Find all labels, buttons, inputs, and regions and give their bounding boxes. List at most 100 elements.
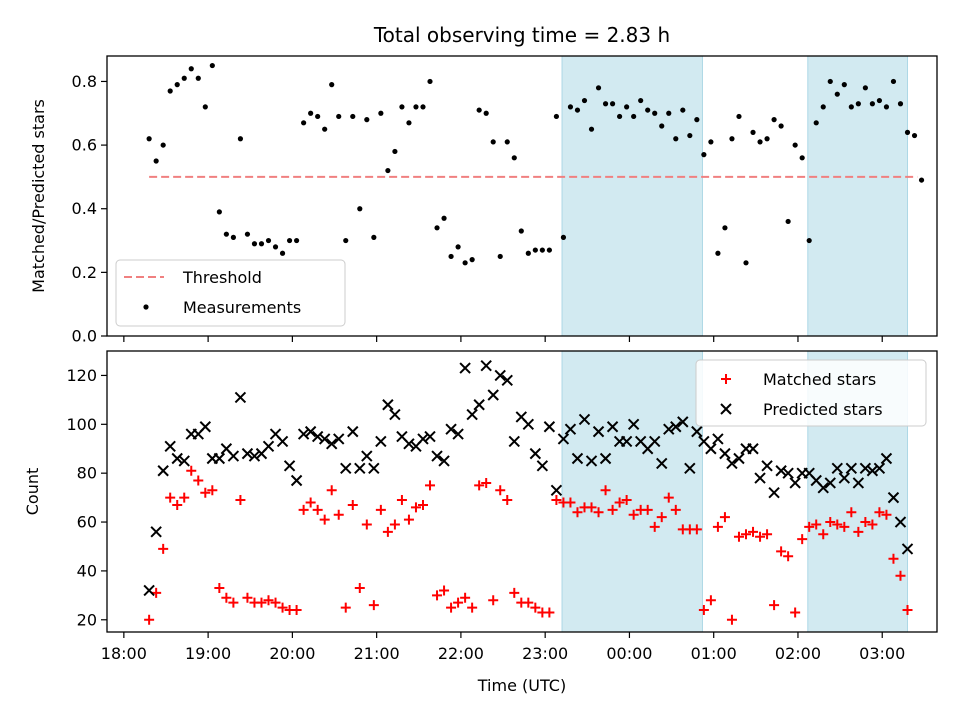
data-point bbox=[543, 421, 556, 433]
data-point bbox=[304, 425, 317, 438]
data-point bbox=[144, 614, 155, 625]
data-point bbox=[778, 123, 784, 129]
data-point bbox=[881, 509, 892, 520]
data-point bbox=[761, 460, 773, 472]
y-tick-label: 40 bbox=[77, 561, 97, 580]
data-point bbox=[572, 507, 583, 518]
data-point bbox=[867, 519, 878, 530]
data-point bbox=[782, 467, 794, 479]
data-point bbox=[726, 457, 738, 470]
data-point bbox=[406, 120, 412, 126]
data-point bbox=[733, 531, 744, 542]
data-point bbox=[522, 418, 535, 431]
data-point bbox=[199, 421, 212, 433]
y-tick-label: 0.4 bbox=[72, 199, 97, 218]
data-point bbox=[357, 206, 363, 212]
data-point bbox=[158, 543, 169, 554]
data-point bbox=[712, 521, 723, 532]
data-point bbox=[750, 129, 756, 135]
data-point bbox=[216, 209, 222, 215]
data-point bbox=[776, 546, 787, 557]
legend-threshold-label: Threshold bbox=[182, 268, 262, 287]
data-point bbox=[392, 148, 398, 155]
data-point bbox=[237, 136, 244, 142]
data-point bbox=[860, 517, 871, 528]
data-point bbox=[797, 534, 808, 545]
x-tick-label: 01:00 bbox=[691, 644, 737, 663]
data-point bbox=[887, 491, 900, 504]
data-point bbox=[172, 499, 183, 510]
data-point bbox=[670, 504, 681, 515]
data-point bbox=[571, 452, 584, 465]
data-point bbox=[817, 482, 829, 494]
data-point bbox=[473, 399, 485, 411]
data-point bbox=[708, 139, 714, 145]
data-point bbox=[446, 602, 457, 613]
data-point bbox=[684, 462, 696, 474]
data-point bbox=[432, 590, 443, 601]
data-point bbox=[146, 136, 152, 142]
data-point bbox=[757, 139, 763, 145]
data-point bbox=[322, 126, 328, 132]
data-point bbox=[701, 152, 707, 158]
data-point bbox=[859, 462, 872, 474]
x-tick-label: 20:00 bbox=[269, 644, 315, 663]
data-point bbox=[748, 526, 759, 537]
data-point bbox=[318, 433, 331, 445]
data-point bbox=[291, 605, 302, 616]
data-point bbox=[286, 237, 293, 244]
data-point bbox=[873, 462, 886, 474]
data-point bbox=[347, 425, 359, 438]
data-point bbox=[722, 225, 728, 231]
data-point bbox=[234, 391, 247, 404]
panel-2: 20 40 60 80 100 120 18:00 19:00 20:00 21:00 22:00 2… bbox=[23, 350, 938, 695]
data-point bbox=[659, 123, 665, 129]
data-point bbox=[680, 107, 686, 113]
legend: Threshold Measurements bbox=[115, 259, 346, 327]
data-point bbox=[621, 495, 632, 506]
data-point bbox=[417, 433, 429, 445]
y-tick-label: 80 bbox=[77, 464, 97, 483]
data-point bbox=[862, 85, 868, 91]
data-point bbox=[831, 462, 843, 474]
data-point bbox=[452, 428, 464, 440]
data-point bbox=[806, 237, 812, 244]
data-point bbox=[789, 477, 801, 489]
data-point bbox=[729, 136, 735, 142]
legend-matched-swatch bbox=[721, 374, 731, 384]
legend: Matched stars Predicted stars bbox=[695, 359, 927, 427]
data-point bbox=[705, 443, 717, 455]
data-point bbox=[825, 517, 836, 528]
data-point bbox=[904, 129, 911, 135]
data-point bbox=[167, 88, 173, 94]
data-point bbox=[595, 85, 602, 91]
x-axis-label: Time (UTC) bbox=[477, 676, 566, 695]
data-point bbox=[901, 543, 914, 555]
data-point bbox=[403, 438, 415, 450]
data-point bbox=[855, 101, 861, 107]
data-point bbox=[911, 132, 918, 139]
data-point bbox=[768, 487, 780, 499]
data-point bbox=[509, 587, 520, 598]
data-point bbox=[652, 110, 658, 116]
data-point bbox=[283, 460, 296, 472]
data-point bbox=[771, 117, 777, 123]
data-point bbox=[171, 452, 183, 465]
data-point bbox=[553, 113, 560, 120]
data-point bbox=[209, 62, 215, 69]
data-point bbox=[364, 117, 370, 123]
data-point bbox=[308, 110, 314, 116]
data-point bbox=[609, 101, 616, 107]
data-point bbox=[193, 475, 204, 486]
data-point bbox=[481, 477, 492, 488]
data-point bbox=[160, 142, 166, 148]
data-point bbox=[536, 460, 549, 472]
y-tick-label: 0.2 bbox=[72, 263, 97, 282]
data-point bbox=[336, 113, 342, 120]
data-point bbox=[213, 452, 226, 465]
shaded-interval bbox=[807, 55, 909, 337]
data-point bbox=[427, 78, 433, 85]
data-point bbox=[846, 507, 857, 518]
data-point bbox=[866, 465, 879, 477]
data-point bbox=[354, 462, 366, 474]
